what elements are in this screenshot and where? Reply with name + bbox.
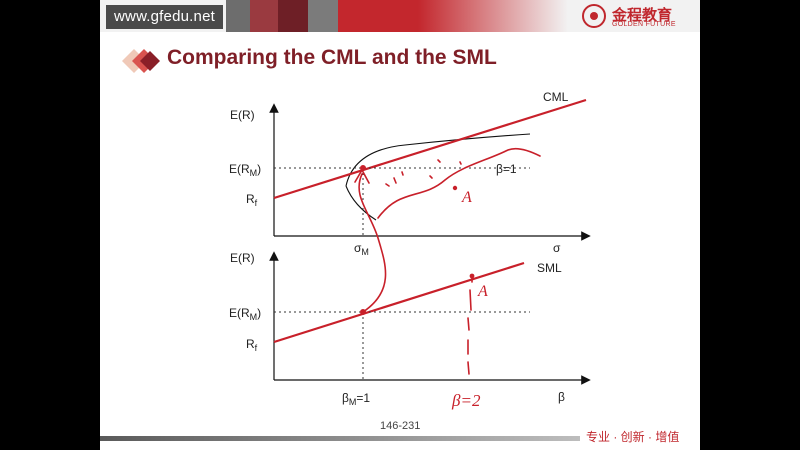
sml-annotation-beta-2: β=2	[451, 391, 481, 410]
header-band	[278, 0, 308, 32]
cml-tick-rf: Rf	[246, 192, 258, 208]
header-band	[250, 0, 278, 32]
sml-chart: SML E(R) β E(RM) Rf βM=1	[229, 251, 591, 407]
cml-sml-diagram: CML E(R) σ E(RM) Rf σM β=1 SML E(R) β E(…	[229, 90, 591, 410]
footer-slogan: 专业 · 创新 · 增值	[586, 430, 680, 444]
cml-chart: CML E(R) σ E(RM) Rf σM β=1	[229, 90, 591, 257]
handwritten-arrow-curve	[358, 173, 387, 313]
handwritten-annotations	[354, 147, 541, 375]
cml-line	[273, 98, 587, 200]
sml-point-a	[469, 273, 475, 279]
logo-name-en: GOLDEN FUTURE	[612, 21, 676, 28]
sml-line	[273, 261, 525, 344]
slide: www.gfedu.net 金程教育 GOLDEN FUTURE Compari…	[100, 0, 700, 450]
header-bar: www.gfedu.net 金程教育 GOLDEN FUTURE	[100, 0, 700, 32]
sml-tick-beta-m: βM=1	[342, 391, 370, 407]
handwritten-dots	[385, 159, 462, 187]
header-band	[226, 0, 250, 32]
brand-logo[interactable]: 金程教育 GOLDEN FUTURE	[582, 4, 694, 30]
handwritten-vertical-dash	[467, 275, 473, 375]
cml-annotation-a: A	[461, 189, 472, 206]
site-url[interactable]: www.gfedu.net	[106, 5, 223, 29]
cml-annotation-beta: β=1	[496, 162, 517, 176]
sml-y-axis-label: E(R)	[230, 251, 255, 265]
portfolio-a-dot	[452, 185, 458, 191]
sml-series-label: SML	[537, 261, 562, 275]
header-band	[418, 0, 568, 32]
cml-y-axis-label: E(R)	[230, 108, 255, 122]
title-diamond-icon	[122, 49, 160, 73]
footer-bar	[100, 436, 580, 441]
handwritten-region-outline	[377, 147, 541, 219]
header-band	[338, 0, 418, 32]
sml-tick-rf: Rf	[246, 337, 258, 353]
cml-tick-erm: E(RM)	[229, 162, 261, 178]
market-portfolio-point	[360, 165, 366, 171]
efficient-frontier-lower	[345, 185, 377, 221]
header-band	[308, 0, 338, 32]
cml-x-axis-label: σ	[553, 241, 561, 255]
efficient-frontier-curve	[345, 133, 531, 187]
sml-annotation-a: A	[477, 283, 488, 300]
page-number: 146-231	[380, 420, 421, 432]
logo-emblem-icon	[582, 4, 606, 28]
handwritten-arrowhead	[354, 169, 370, 184]
sml-x-axis-label: β	[558, 390, 565, 404]
slide-title: Comparing the CML and the SML	[167, 46, 497, 69]
cml-tick-sigma-m: σM	[354, 241, 369, 257]
cml-series-label: CML	[543, 90, 569, 104]
logo-name-cn: 金程教育	[612, 7, 673, 24]
sml-tick-erm: E(RM)	[229, 306, 261, 322]
